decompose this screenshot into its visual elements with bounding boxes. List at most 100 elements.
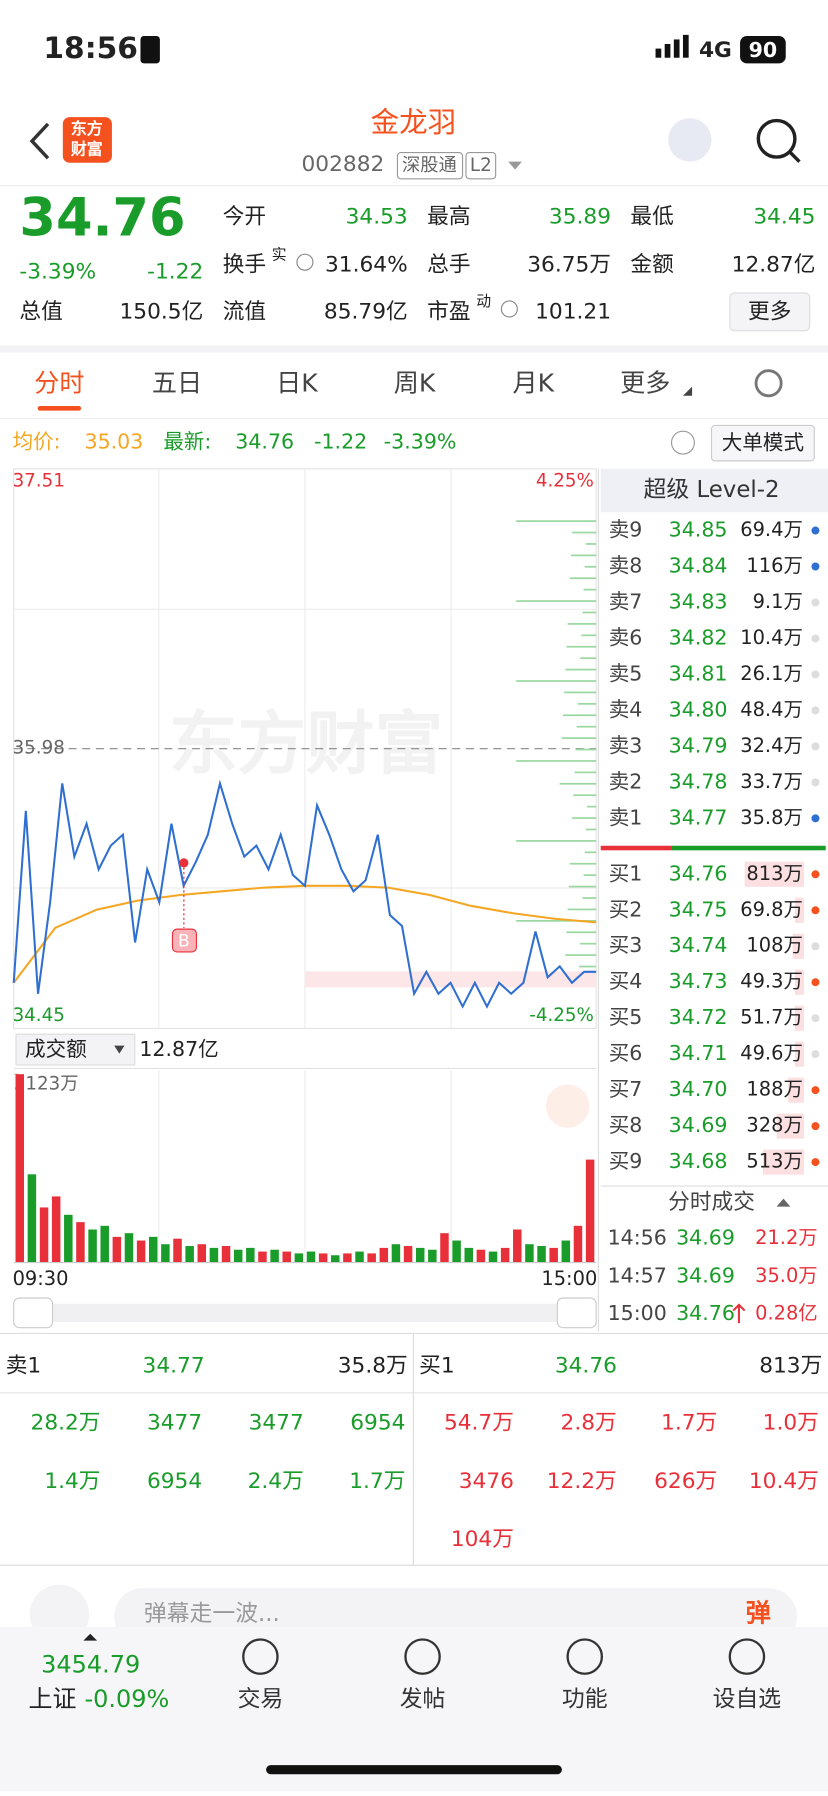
- book-volume: 513万: [746, 1150, 802, 1173]
- depth-bar: [572, 531, 597, 534]
- depth-bar: [572, 817, 597, 819]
- y-label-top: 37.51: [13, 470, 65, 491]
- volume-bar: [51, 1196, 61, 1263]
- nav-item[interactable]: 发帖: [400, 1687, 446, 1713]
- trade-time: 15:00: [608, 1301, 667, 1325]
- logo-text: 东方: [71, 119, 103, 138]
- scroll-handle[interactable]: [556, 1297, 597, 1329]
- marker-label: B: [178, 932, 190, 952]
- scrollbar: [13, 1303, 597, 1322]
- latest-value: 34.76: [235, 430, 294, 454]
- volume-bar: [76, 1222, 85, 1263]
- avg-label: 均价:: [13, 430, 61, 454]
- y-label-bottom: 34.45: [13, 1005, 65, 1026]
- book-dot: [811, 978, 820, 987]
- book-price: 34.72: [669, 1005, 728, 1029]
- settings-button[interactable]: [754, 369, 783, 398]
- book-volume: 108万: [746, 934, 802, 957]
- book-level: 买3: [609, 933, 643, 957]
- nav-icon: [566, 1638, 604, 1675]
- tab[interactable]: 更多: [620, 368, 670, 397]
- volume-bar: [525, 1244, 534, 1263]
- back-button[interactable]: [29, 122, 50, 160]
- help-icon[interactable]: [670, 430, 695, 455]
- book-level: 卖9: [609, 518, 643, 542]
- nav-item[interactable]: 功能: [562, 1687, 608, 1713]
- trade-time: 14:57: [608, 1263, 667, 1287]
- info-icon: [296, 253, 314, 271]
- depth-bar: [580, 942, 597, 945]
- queue-item: 1.7万: [349, 1469, 405, 1494]
- volume-bar: [415, 1247, 425, 1263]
- volume-bar: [549, 1247, 558, 1263]
- depth-bar: [580, 657, 597, 660]
- change: -1.22: [147, 259, 203, 284]
- latest-label: 最新:: [163, 430, 211, 454]
- book-dot: [811, 814, 820, 823]
- book-price: 34.71: [669, 1041, 728, 1065]
- book-dot: [811, 526, 820, 535]
- trade-volume: 35.0万: [755, 1264, 818, 1287]
- collapse-icon[interactable]: [776, 1198, 791, 1207]
- book-price: 34.73: [669, 969, 728, 993]
- book-volume: 188万: [746, 1078, 802, 1101]
- stat-label: 市盈: [427, 299, 470, 324]
- book-dot: [811, 706, 820, 715]
- volume-y-label: 5123万: [14, 1073, 79, 1094]
- depth-bar: [567, 623, 597, 625]
- tag-box: [465, 151, 497, 180]
- nav-item[interactable]: 设自选: [713, 1687, 782, 1713]
- book-level: 卖4: [609, 697, 643, 721]
- tab[interactable]: 五日: [152, 368, 202, 397]
- volume-selector[interactable]: [15, 1033, 136, 1066]
- tab[interactable]: 分时: [34, 368, 84, 397]
- more-button[interactable]: [729, 292, 811, 332]
- tab[interactable]: 日K: [276, 368, 318, 397]
- order-volume: 35.8万: [338, 1354, 408, 1379]
- stat-value: 31.64%: [325, 253, 408, 278]
- x-label: 15:00: [541, 1267, 597, 1290]
- volume-bar: [744, 861, 805, 887]
- battery-level: 90: [749, 38, 778, 62]
- trade-volume: 0.28亿: [755, 1301, 818, 1324]
- order-price: 34.77: [143, 1354, 205, 1379]
- book-price: 34.69: [669, 1113, 728, 1137]
- danmaku-button[interactable]: 弹: [746, 1598, 771, 1627]
- depth-bar: [577, 702, 597, 705]
- tab[interactable]: 周K: [394, 368, 436, 397]
- book-volume: 48.4万: [740, 698, 803, 721]
- queue-item: 626万: [654, 1469, 717, 1494]
- scroll-handle[interactable]: [13, 1297, 54, 1329]
- book-dot: [811, 742, 820, 751]
- volume-bar: [282, 1251, 291, 1263]
- search-button[interactable]: [756, 118, 797, 159]
- volume-bar: [428, 1249, 437, 1263]
- depth-bar: [516, 680, 597, 682]
- book-price: 34.79: [669, 733, 728, 757]
- mode-button[interactable]: [710, 424, 815, 462]
- nav-icon: [728, 1638, 766, 1675]
- stat-label: 总值: [19, 299, 62, 324]
- robot-icon[interactable]: [668, 118, 712, 162]
- expand-button[interactable]: [545, 1084, 590, 1128]
- book-dot: [811, 1050, 820, 1059]
- logo-text: 财富: [71, 140, 103, 159]
- book-dot: [811, 1122, 820, 1131]
- book-price: 34.83: [669, 589, 728, 613]
- book-dot: [811, 906, 820, 915]
- volume-bar: [64, 1214, 73, 1263]
- depth-bar: [575, 748, 597, 751]
- depth-bar: [571, 554, 597, 557]
- depth-bar: [516, 520, 597, 522]
- trade-price: 34.69: [676, 1226, 735, 1250]
- index-pct: -0.09%: [85, 1685, 170, 1713]
- book-dot: [811, 670, 820, 679]
- tab[interactable]: 月K: [513, 368, 555, 397]
- book-level: 买8: [609, 1113, 643, 1137]
- volume-bar: [39, 1207, 49, 1263]
- book-level: 买6: [609, 1041, 643, 1065]
- dropdown-icon[interactable]: [508, 161, 522, 170]
- nav-item[interactable]: 交易: [238, 1687, 284, 1713]
- depth-bar: [559, 782, 597, 785]
